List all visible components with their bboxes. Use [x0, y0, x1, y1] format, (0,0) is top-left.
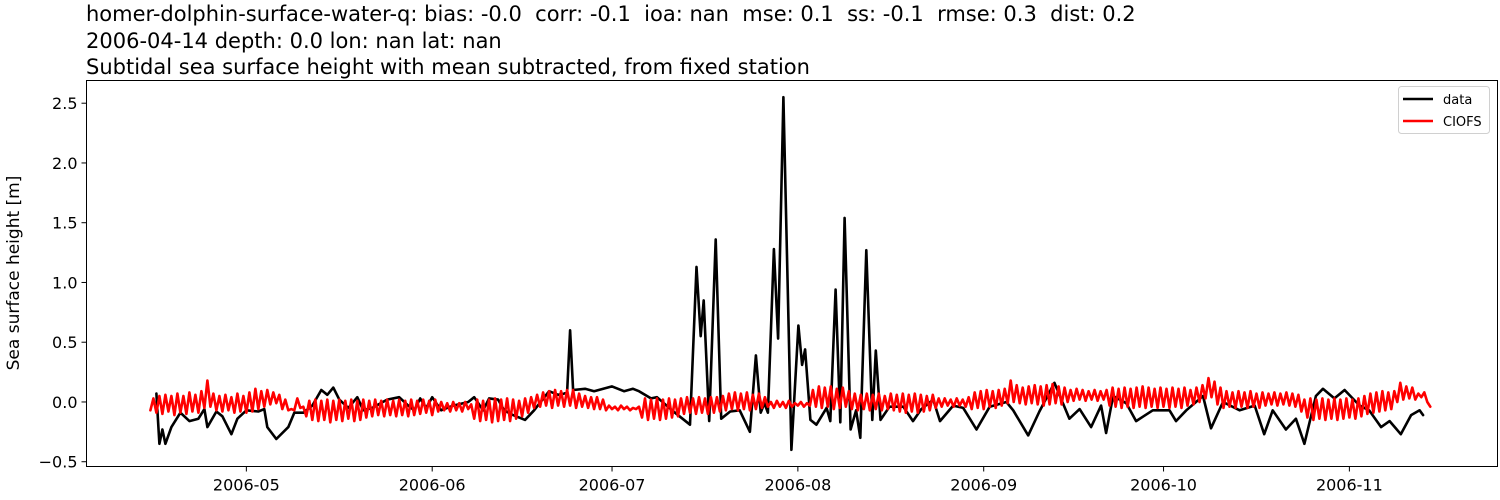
y-tick-label: −0.5 [39, 453, 78, 472]
y-tick-label: 0.5 [52, 333, 77, 352]
y-axis-label: Sea surface height [m] [4, 176, 24, 371]
axes-frame [86, 80, 1498, 467]
y-tick-label: 1.5 [52, 214, 77, 233]
chart-title-line-3: Subtidal sea surface height with mean su… [86, 55, 810, 79]
x-tick-label: 2006-09 [950, 476, 1017, 495]
chart-title-line-2: 2006-04-14 depth: 0.0 lon: nan lat: nan [86, 29, 502, 53]
x-tick-label: 2006-06 [399, 476, 466, 495]
legend: data CIOFS [1398, 86, 1490, 134]
x-tick-label: 2006-11 [1316, 476, 1383, 495]
x-tick-label: 2006-05 [213, 476, 280, 495]
y-tick-label: 1.0 [52, 273, 77, 292]
legend-label-ciofs: CIOFS [1443, 115, 1482, 130]
x-tick-label: 2006-07 [579, 476, 646, 495]
y-tick-label: 2.5 [52, 94, 77, 113]
y-tick-label: 2.0 [52, 154, 77, 173]
chart-title-line-1: homer-dolphin-surface-water-q: bias: -0.… [86, 2, 1136, 26]
x-axis: 2006-05 2006-06 2006-07 2006-08 2006-09 2006-… [213, 466, 1383, 495]
legend-label-data: data [1443, 93, 1472, 108]
series-line-ciofs [149, 376, 1432, 424]
x-tick-label: 2006-08 [764, 476, 831, 495]
series-layer [149, 95, 1432, 452]
y-tick-label: 0.0 [52, 393, 77, 412]
x-tick-label: 2006-10 [1130, 476, 1197, 495]
y-axis: −0.5 0.0 0.5 1.0 1.5 2.0 2.5 [39, 94, 87, 472]
